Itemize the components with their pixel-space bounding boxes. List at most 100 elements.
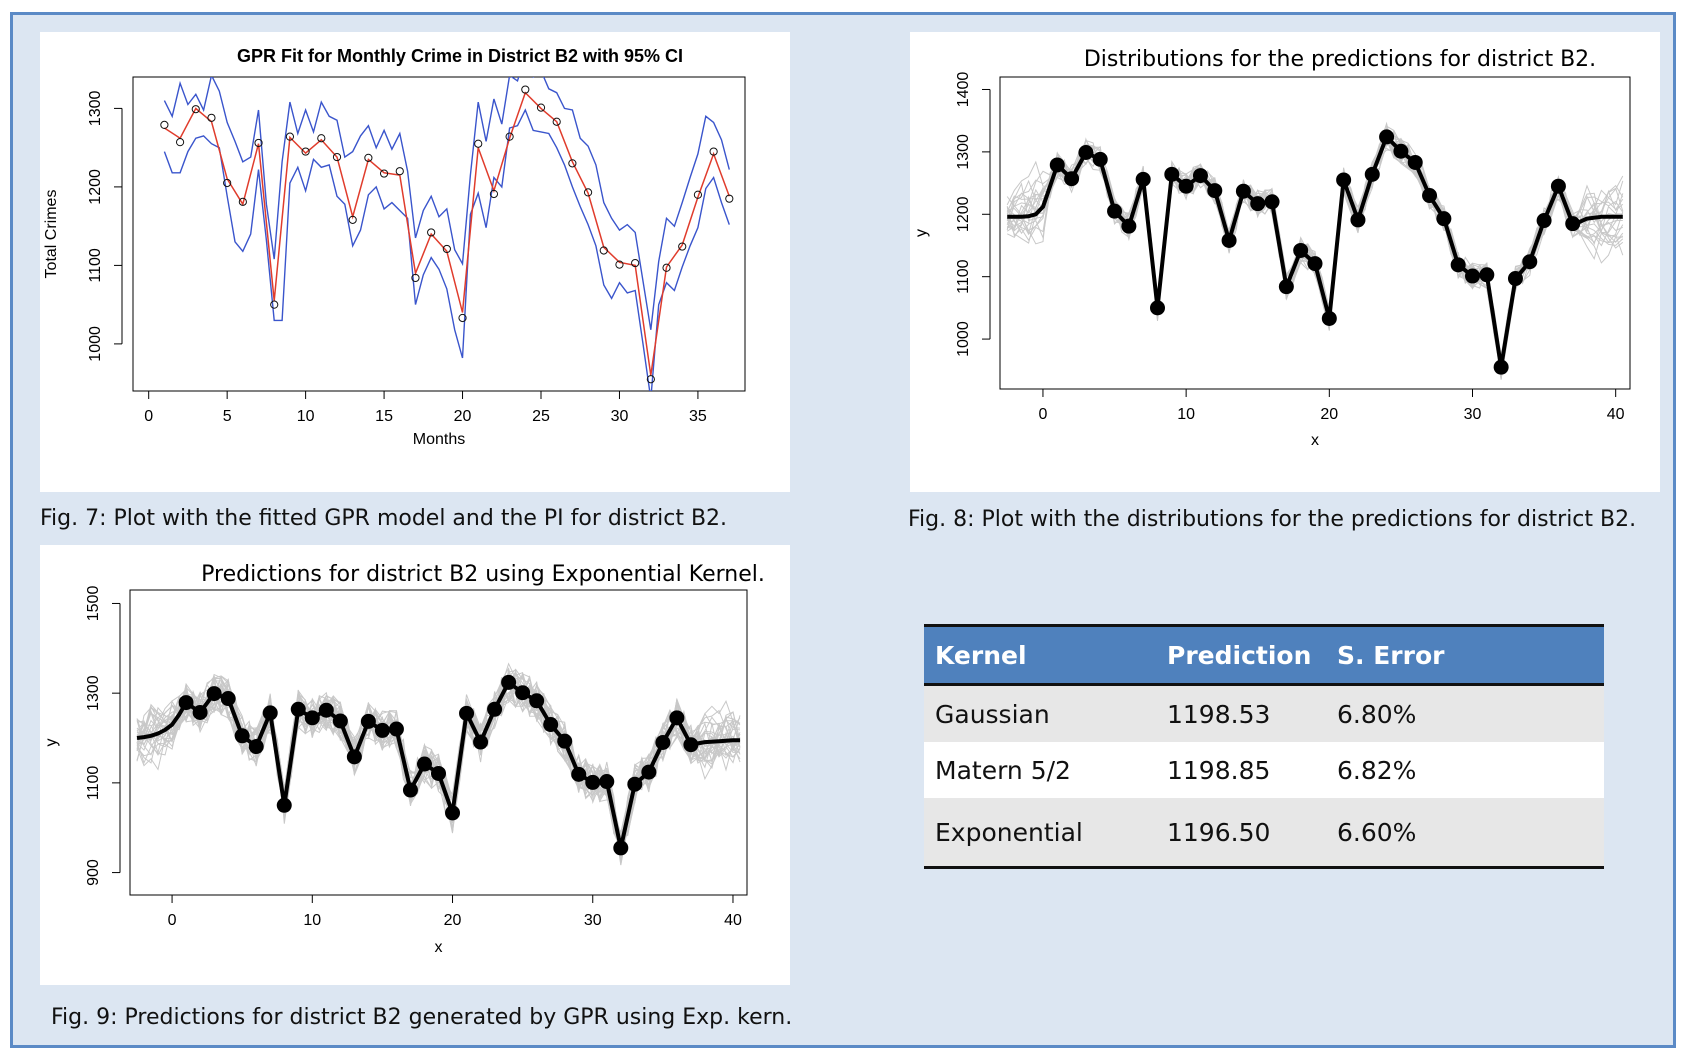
- y-axis-label: Total Crimes: [43, 190, 60, 279]
- observed-point: [1192, 168, 1208, 184]
- fig8-chart: Distributions for the predictions for di…: [913, 47, 1631, 449]
- fig8-plot-area: Distributions for the predictions for di…: [910, 32, 1660, 492]
- observed-point: [1293, 242, 1309, 258]
- x-tick-label: 10: [1177, 406, 1195, 423]
- observed-point: [238, 197, 247, 206]
- observed-point: [332, 713, 348, 729]
- observed-point: [192, 704, 208, 720]
- cell-s-error: 6.80%: [1326, 684, 1604, 742]
- observed-point: [709, 147, 718, 156]
- observed-point: [1307, 256, 1323, 272]
- observed-point: [207, 113, 216, 122]
- observed-point: [557, 733, 573, 749]
- fig9-chart: Predictions for district B2 using Expone…: [43, 562, 765, 956]
- observed-point: [571, 766, 587, 782]
- observed-point: [552, 117, 561, 126]
- y-tick-label: 1200: [955, 196, 972, 232]
- observed-point: [442, 244, 451, 254]
- x-tick-label: 15: [375, 408, 393, 425]
- x-tick-label: 20: [444, 912, 462, 929]
- y-tick-label: 1400: [955, 72, 972, 108]
- y-tick-label: 1300: [955, 134, 972, 170]
- observed-point: [501, 674, 517, 690]
- lower-ci-line: [163, 108, 730, 391]
- observed-point: [1107, 203, 1123, 219]
- observed-point: [473, 734, 489, 750]
- observed-point: [276, 797, 292, 813]
- observed-point: [662, 263, 671, 272]
- observed-point: [655, 735, 671, 750]
- fig9-caption: Fig. 9: Predictions for district B2 gene…: [51, 1005, 793, 1030]
- x-tick-label: 0: [168, 912, 177, 929]
- gpr-fit-line: [163, 91, 731, 376]
- observed-point: [1393, 143, 1409, 159]
- observed-point: [615, 260, 624, 269]
- x-tick-label: 0: [1039, 406, 1048, 423]
- observed-point: [160, 120, 169, 129]
- observed-point: [1221, 232, 1237, 248]
- observed-point: [1364, 166, 1380, 182]
- x-axis-label: x: [1311, 432, 1319, 449]
- observed-point: [646, 375, 655, 384]
- observed-point: [1536, 213, 1552, 229]
- y-tick-label: 1000: [87, 326, 104, 362]
- y-tick-label: 1300: [87, 91, 104, 127]
- observed-point: [395, 167, 404, 176]
- observed-point: [1550, 178, 1566, 194]
- observed-point: [1150, 300, 1165, 316]
- kernel-results-table: Kernel Prediction S. Error Gaussian 1198…: [924, 624, 1604, 869]
- observed-point: [1350, 212, 1366, 228]
- observed-point: [725, 194, 734, 203]
- observed-point: [1507, 271, 1523, 287]
- x-tick-label: 40: [1607, 406, 1625, 423]
- table-row: Exponential 1196.50 6.60%: [924, 798, 1604, 869]
- observed-point: [175, 138, 185, 147]
- observed-point: [346, 749, 362, 765]
- observed-point: [220, 691, 236, 707]
- observed-point: [474, 139, 483, 148]
- plot-layer: [1006, 121, 1624, 380]
- x-tick-label: 30: [611, 408, 629, 425]
- observed-point: [1064, 171, 1080, 187]
- header-kernel: Kernel: [924, 624, 1156, 686]
- cell-prediction: 1196.50: [1156, 798, 1326, 869]
- fig7-caption: Fig. 7: Plot with the fitted GPR model a…: [40, 506, 728, 531]
- observed-point: [374, 722, 390, 738]
- observed-point: [627, 776, 643, 792]
- observed-point: [1465, 268, 1480, 284]
- cell-prediction: 1198.85: [1156, 742, 1326, 798]
- observed-point: [1235, 183, 1251, 199]
- observed-point: [379, 169, 389, 178]
- observed-point: [641, 764, 657, 780]
- observed-point: [631, 258, 640, 268]
- x-axis: 0 5 10 15 20 25 30 35: [144, 390, 707, 425]
- observed-point: [254, 138, 263, 148]
- x-tick-label: 10: [303, 912, 321, 929]
- x-tick-label: 20: [454, 408, 472, 425]
- upper-ci-line: [163, 77, 730, 330]
- observed-point: [1178, 178, 1194, 194]
- observed-point: [388, 721, 404, 737]
- observed-point: [521, 85, 530, 94]
- table-header-row: Kernel Prediction S. Error: [924, 624, 1604, 686]
- observed-point: [669, 710, 685, 726]
- observed-point: [536, 103, 546, 112]
- x-tick-label: 35: [689, 408, 707, 425]
- observed-point: [304, 710, 320, 726]
- y-axis: 1000 1100 1200 1300: [87, 91, 123, 362]
- x-tick-label: 25: [532, 408, 550, 425]
- observed-point: [1436, 211, 1452, 227]
- observed-point: [505, 132, 514, 141]
- y-tick-label: 900: [85, 859, 102, 886]
- y-axis-label: y: [43, 739, 60, 747]
- x-tick-label: 5: [223, 408, 232, 425]
- observed-point: [487, 701, 503, 717]
- observed-point: [270, 300, 279, 309]
- cell-prediction: 1198.53: [1156, 684, 1326, 742]
- observed-point: [301, 147, 310, 156]
- chart-title: Predictions for district B2 using Expone…: [201, 562, 765, 587]
- observed-point: [332, 152, 342, 162]
- observed-point: [529, 693, 545, 709]
- observed-point: [1379, 129, 1395, 145]
- x-axis-label: x: [435, 939, 443, 956]
